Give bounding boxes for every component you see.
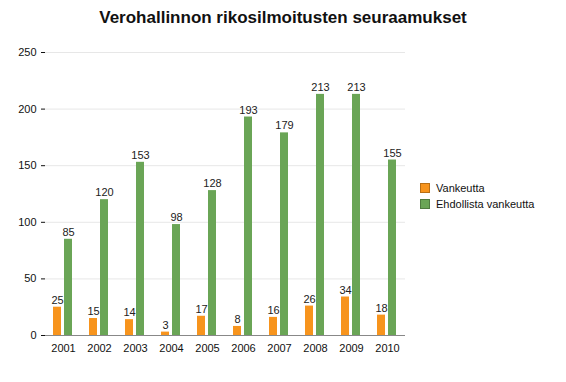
svg-text:15: 15 (87, 305, 99, 317)
svg-text:2007: 2007 (267, 342, 291, 354)
svg-text:100: 100 (18, 216, 36, 228)
svg-text:153: 153 (131, 149, 149, 161)
svg-text:179: 179 (275, 119, 293, 131)
svg-text:8: 8 (234, 313, 240, 325)
svg-text:128: 128 (203, 177, 221, 189)
svg-text:193: 193 (239, 104, 257, 116)
svg-text:16: 16 (267, 304, 279, 316)
svg-text:250: 250 (18, 46, 36, 58)
svg-text:120: 120 (95, 186, 113, 198)
svg-text:2010: 2010 (375, 342, 399, 354)
svg-text:2006: 2006 (231, 342, 255, 354)
svg-text:2002: 2002 (87, 342, 111, 354)
html-text:Vankeutta: Vankeutta (436, 182, 485, 194)
svg-text:98: 98 (170, 211, 182, 223)
html-text:Verohallinnon rikosilmoitusten: Verohallinnon rikosilmoitusten seuraamuk… (99, 8, 467, 27)
svg-text:200: 200 (18, 103, 36, 115)
svg-text:213: 213 (347, 81, 365, 93)
svg-text:25: 25 (51, 294, 63, 306)
svg-text:26: 26 (303, 293, 315, 305)
svg-text:85: 85 (62, 226, 74, 238)
svg-text:2009: 2009 (339, 342, 363, 354)
svg-text:34: 34 (339, 284, 351, 296)
svg-text:213: 213 (311, 81, 329, 93)
svg-text:3: 3 (162, 319, 168, 331)
svg-text:2003: 2003 (123, 342, 147, 354)
svg-text:2004: 2004 (159, 342, 183, 354)
html-text:Ehdollista vankeutta: Ehdollista vankeutta (436, 198, 535, 210)
svg-text:155: 155 (383, 147, 401, 159)
svg-text:17: 17 (195, 303, 207, 315)
svg-text:2008: 2008 (303, 342, 327, 354)
svg-text:0: 0 (30, 329, 36, 341)
svg-text:150: 150 (18, 159, 36, 171)
svg-text:2001: 2001 (51, 342, 75, 354)
svg-text:18: 18 (375, 302, 387, 314)
svg-text:14: 14 (123, 306, 135, 318)
svg-text:50: 50 (24, 272, 36, 284)
svg-text:2005: 2005 (195, 342, 219, 354)
